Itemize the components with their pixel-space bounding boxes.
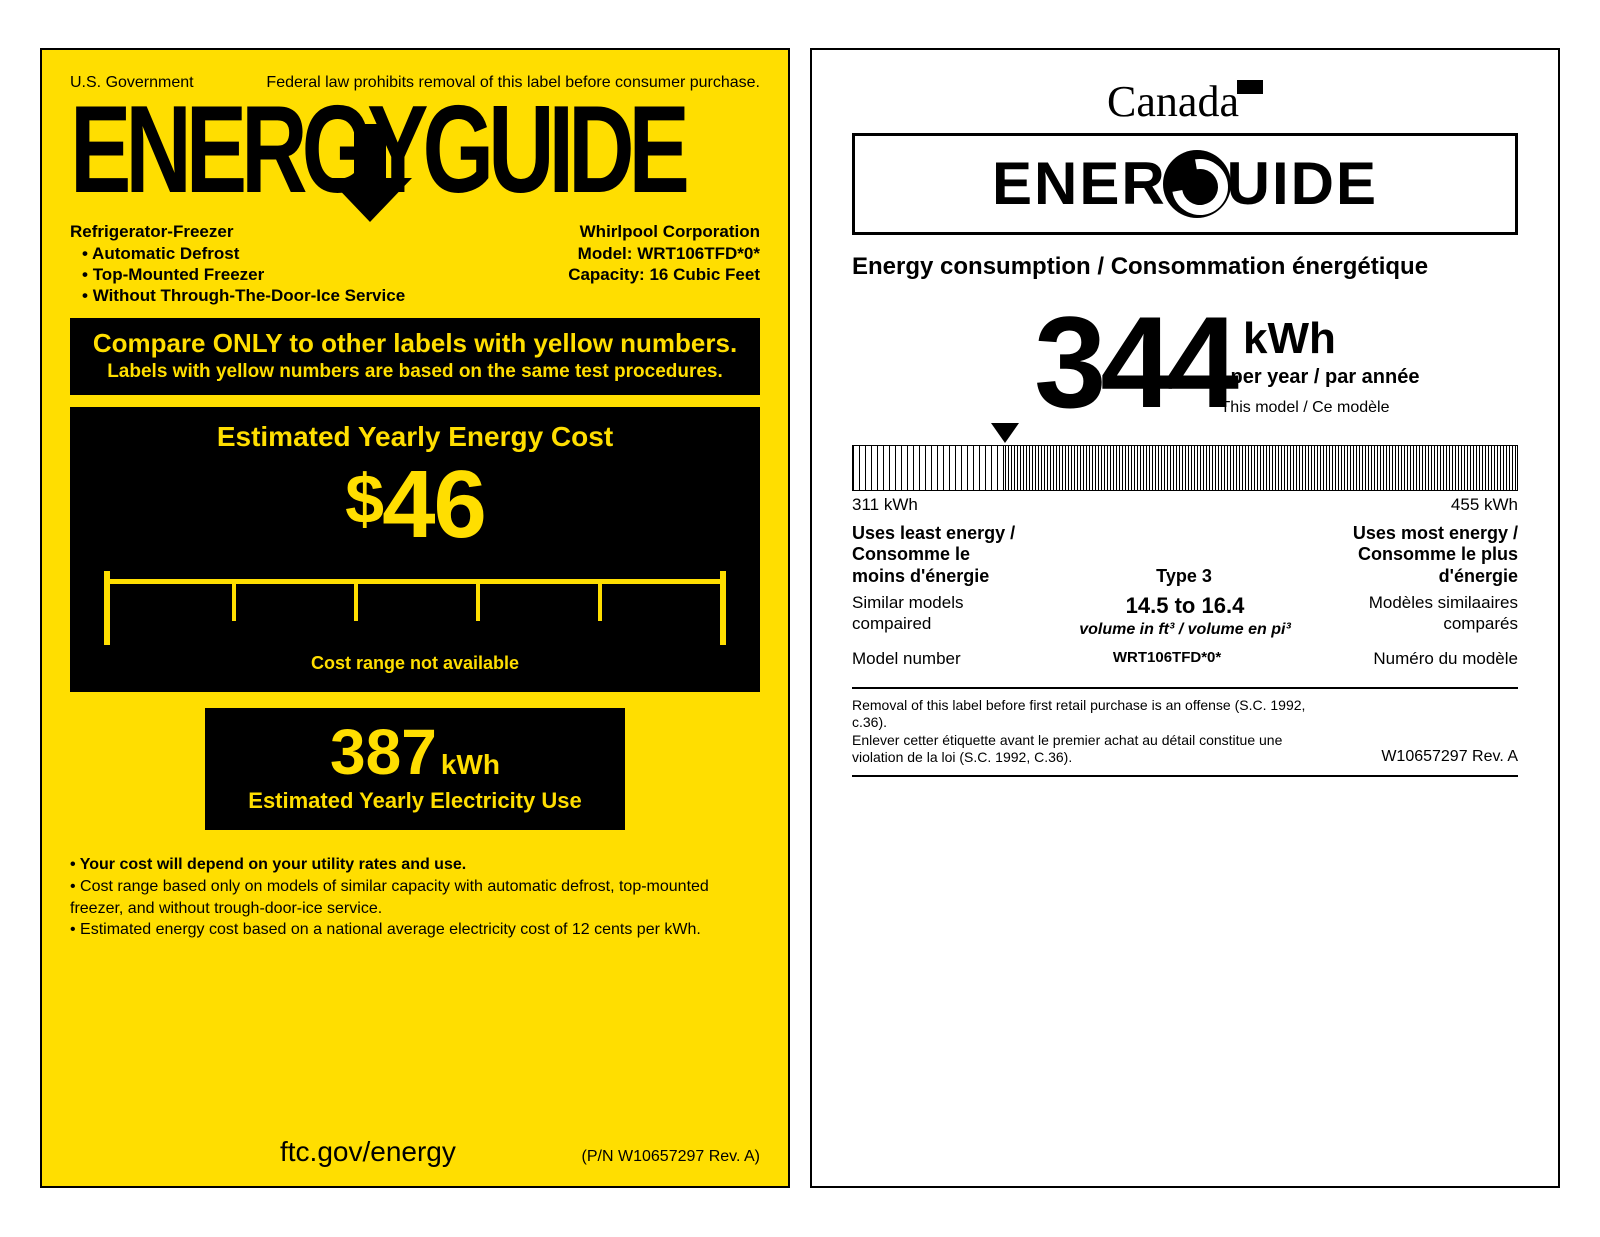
scale-tick (232, 579, 236, 621)
canada-energuide-label: Canada ENER UIDE Energy consumption / Co… (810, 48, 1560, 1188)
ca-range-labels: 311 kWh 455 kWh (852, 495, 1518, 515)
us-brand: Whirlpool Corporation (568, 221, 760, 242)
ca-scale-dense (1005, 446, 1517, 490)
ca-model: WRT106TFD*0* (1113, 649, 1221, 669)
us-cost-box: Estimated Yearly Energy Cost $46 Cost ra… (70, 407, 760, 692)
ca-modelnum-right: Numéro du modèle (1373, 649, 1518, 669)
ca-uses-least: Uses least energy / Consomme le moins d'… (852, 523, 1015, 588)
us-kwh-value: 387kWh (215, 720, 615, 784)
us-note: Estimated energy cost based on a nationa… (70, 919, 760, 941)
canada-wordmark: Canada (852, 76, 1518, 127)
us-compare-line1: Compare ONLY to other labels with yellow… (78, 328, 752, 359)
ca-kwh-value: 344 (1034, 307, 1233, 418)
ca-modelnum-left: Model number (852, 649, 961, 669)
us-cost-note: Cost range not available (94, 653, 736, 674)
us-url: ftc.gov/energy (280, 1136, 456, 1168)
us-footnotes: Your cost will depend on your utility ra… (70, 854, 760, 940)
us-model-row: Model: WRT106TFD*0* (568, 243, 760, 264)
us-capacity-row: Capacity: 16 Cubic Feet (568, 264, 760, 285)
energuide-logo: ENER UIDE (992, 150, 1378, 218)
ca-revision: W10657297 Rev. A (1381, 747, 1518, 767)
us-energyguide-label: U.S. Government Federal law prohibits re… (40, 48, 790, 1188)
scale-tick (476, 579, 480, 621)
ca-volume: 14.5 to 16.4 volume in ft³ / volume en p… (1079, 593, 1291, 639)
ca-legal: Removal of this label before first retai… (852, 687, 1518, 777)
ca-uses-most: Uses most energy / Consomme le plus d'én… (1353, 523, 1518, 588)
us-energyguide-logo: ENERGYGUIDE (70, 100, 760, 202)
down-arrow-icon (354, 124, 412, 222)
us-note: Cost range based only on models of simil… (70, 876, 760, 919)
us-feature-list: Automatic Defrost Top-Mounted Freezer Wi… (70, 243, 405, 307)
us-cost-scale (104, 571, 726, 645)
ca-scale-bar (852, 445, 1518, 491)
energuide-logo-box: ENER UIDE (852, 133, 1518, 235)
us-footer: ftc.gov/energy (P/N W10657297 Rev. A) (70, 1116, 760, 1168)
scale-tick (354, 579, 358, 621)
ca-similar-right: Modèles similaaires comparés (1338, 593, 1518, 634)
ca-range-max: 455 kWh (1451, 495, 1518, 515)
us-compare-line2: Labels with yellow numbers are based on … (78, 361, 752, 383)
us-feature: Automatic Defrost (82, 243, 405, 264)
energuide-g-icon (1163, 150, 1231, 218)
us-part-number: (P/N W10657297 Rev. A) (582, 1148, 760, 1166)
scale-tick (598, 579, 602, 621)
ca-model-row: Model number WRT106TFD*0* Numéro du modè… (852, 649, 1518, 669)
canada-flag-icon (1237, 80, 1263, 94)
ca-range-min: 311 kWh (852, 495, 918, 515)
us-cost-value: $46 (94, 457, 736, 553)
ca-similar-row: Similar models compaired 14.5 to 16.4 vo… (852, 593, 1518, 639)
ca-legal-text: Removal of this label before first retai… (852, 697, 1312, 767)
us-feature: Top-Mounted Freezer (82, 264, 405, 285)
us-product-type: Refrigerator-Freezer (70, 221, 405, 242)
us-product-meta: Refrigerator-Freezer Automatic Defrost T… (70, 221, 760, 306)
marker-triangle-icon (991, 423, 1019, 443)
ca-similar-left: Similar models compaired (852, 593, 1032, 634)
us-product-left: Refrigerator-Freezer Automatic Defrost T… (70, 221, 405, 306)
ca-type: Type 3 (1156, 566, 1212, 588)
us-kwh-box: 387kWh Estimated Yearly Electricity Use (205, 708, 625, 830)
us-note: Your cost will depend on your utility ra… (70, 854, 760, 876)
ca-subtitle: Energy consumption / Consommation énergé… (852, 253, 1518, 281)
ca-uses-row: Uses least energy / Consomme le moins d'… (852, 523, 1518, 588)
us-cost-title: Estimated Yearly Energy Cost (94, 421, 736, 453)
us-compare-box: Compare ONLY to other labels with yellow… (70, 318, 760, 395)
us-product-right: Whirlpool Corporation Model: WRT106TFD*0… (568, 221, 760, 306)
us-feature: Without Through-The-Door-Ice Service (82, 285, 405, 306)
us-kwh-sub: Estimated Yearly Electricity Use (215, 788, 615, 814)
